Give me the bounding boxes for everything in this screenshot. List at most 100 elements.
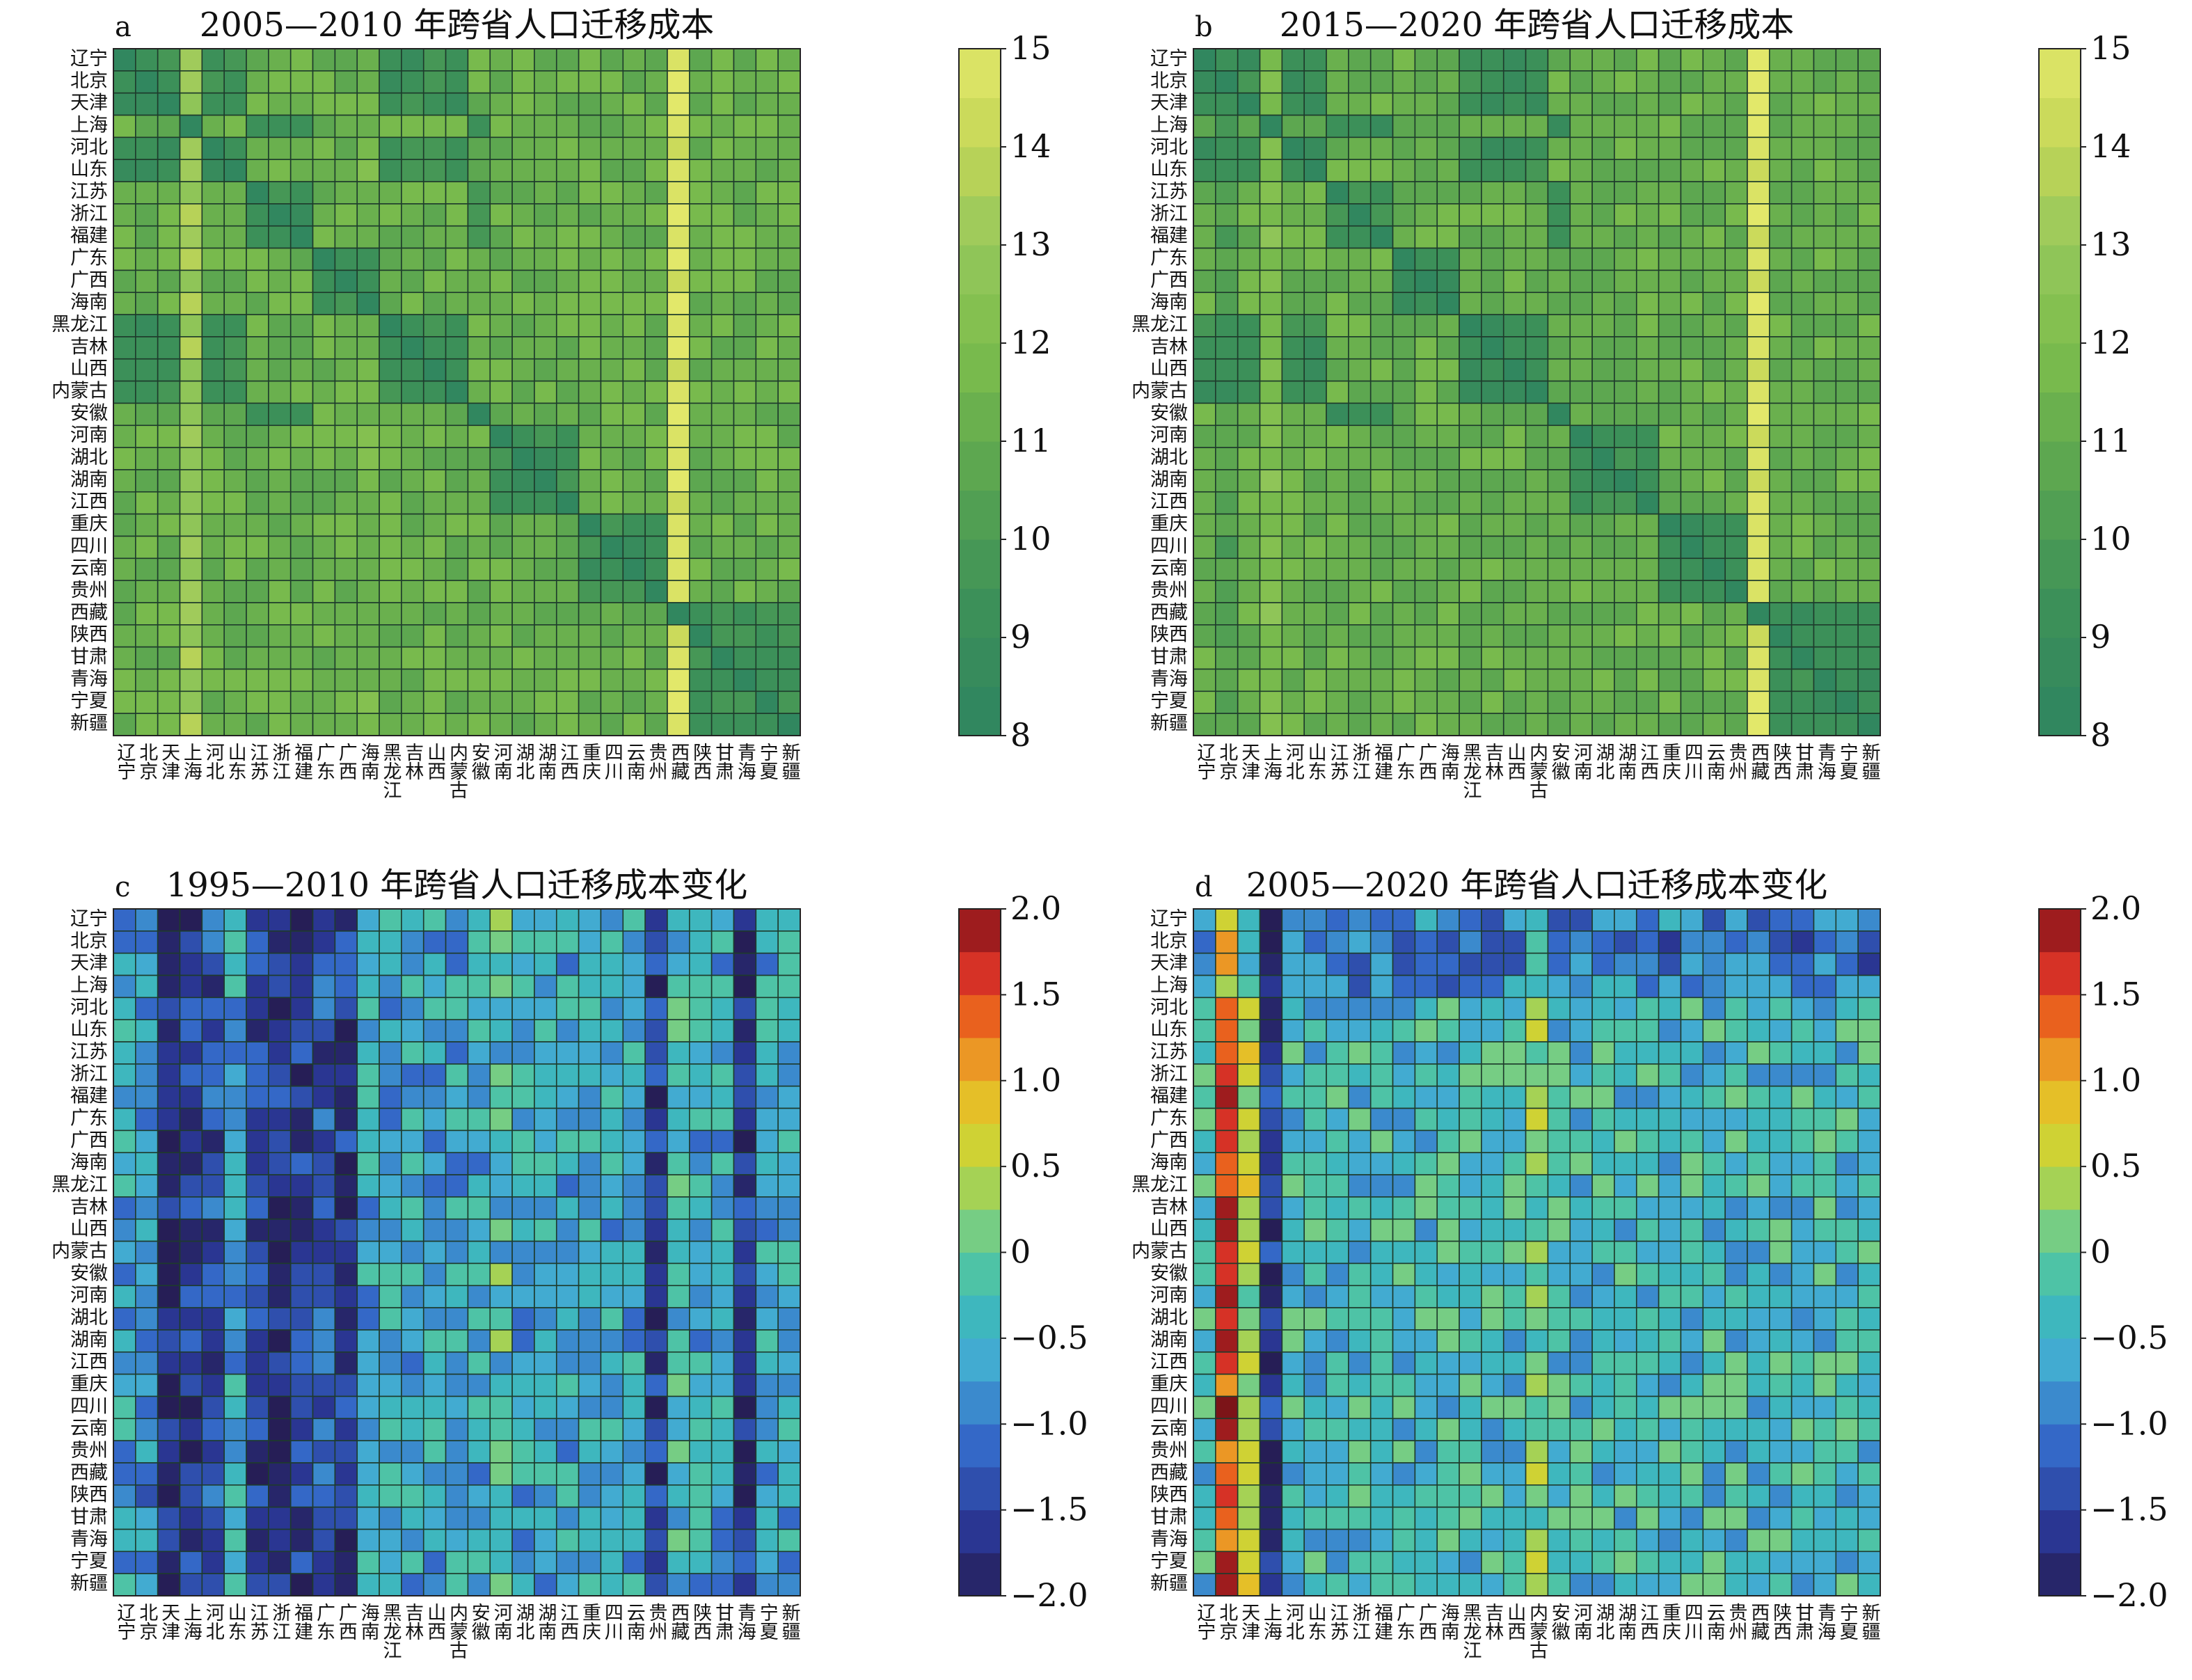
heatmap-cell xyxy=(555,70,580,94)
heatmap-cell xyxy=(1392,1373,1416,1397)
heatmap-cell xyxy=(268,1152,292,1175)
heatmap-cell xyxy=(1547,181,1571,205)
heatmap-cell xyxy=(555,646,580,670)
heatmap-cell xyxy=(422,1130,447,1154)
heatmap-cell xyxy=(511,1351,535,1375)
heatmap-cell xyxy=(777,1395,801,1420)
heatmap-cell xyxy=(1281,1462,1305,1486)
heatmap-cell xyxy=(1281,580,1305,603)
colorbar-swatch xyxy=(2039,1252,2081,1296)
heatmap-cell xyxy=(1459,469,1482,493)
heatmap-cell xyxy=(600,1351,624,1375)
heatmap-cell xyxy=(1237,1152,1261,1175)
heatmap-cell xyxy=(1281,70,1305,94)
heatmap-cell xyxy=(755,930,779,954)
heatmap-cell xyxy=(1569,1307,1593,1331)
heatmap-cell xyxy=(733,908,757,932)
heatmap-cell xyxy=(1635,580,1660,603)
heatmap-cell xyxy=(1702,1395,1726,1420)
heatmap-cell xyxy=(1459,1418,1482,1441)
heatmap-cell xyxy=(113,1373,136,1397)
heatmap-cell xyxy=(710,225,735,249)
heatmap-cell xyxy=(1348,1573,1372,1596)
heatmap-cell xyxy=(1769,159,1793,182)
heatmap-cell xyxy=(334,402,358,427)
column-label: 新疆 xyxy=(1859,1603,1881,1640)
column-label: 宁夏 xyxy=(756,743,779,780)
column-label: 浙江 xyxy=(269,1603,290,1640)
heatmap-cell xyxy=(268,247,292,271)
heatmap-cell xyxy=(356,1418,380,1441)
heatmap-cell xyxy=(777,1573,801,1596)
heatmap-cell xyxy=(1747,1573,1770,1596)
heatmap-cell xyxy=(1658,114,1682,138)
heatmap-cell xyxy=(1658,1240,1682,1265)
heatmap-cell xyxy=(1369,1196,1394,1220)
heatmap-cell xyxy=(534,580,557,603)
heatmap-cell xyxy=(1215,557,1239,581)
heatmap-cell xyxy=(1502,70,1527,94)
heatmap-cell xyxy=(1702,952,1726,976)
heatmap-cell xyxy=(201,247,225,271)
row-label: 湖南 xyxy=(70,1329,108,1351)
heatmap-cell xyxy=(1414,930,1438,954)
heatmap-cell xyxy=(179,136,203,160)
heatmap-cell xyxy=(157,952,181,976)
heatmap-cell xyxy=(555,1418,580,1441)
heatmap-cell xyxy=(600,974,624,999)
heatmap-cell xyxy=(1259,974,1283,999)
heatmap-cell xyxy=(511,1107,535,1132)
heatmap-cell xyxy=(489,136,513,160)
heatmap-cell xyxy=(1658,1506,1682,1530)
heatmap-cell xyxy=(179,1418,203,1441)
heatmap-cell xyxy=(223,668,247,692)
heatmap-cell xyxy=(511,159,535,182)
heatmap-cell xyxy=(1813,136,1837,160)
heatmap-cell xyxy=(1525,1107,1549,1132)
heatmap-cell xyxy=(1813,114,1837,138)
heatmap-cell xyxy=(334,908,358,932)
heatmap-cell xyxy=(1215,1484,1239,1508)
heatmap-cell xyxy=(1436,1307,1460,1331)
heatmap-cell xyxy=(1547,1506,1571,1530)
heatmap-cell xyxy=(710,997,735,1020)
heatmap-cell xyxy=(1502,1573,1527,1596)
heatmap-cell xyxy=(334,336,358,360)
heatmap-cell xyxy=(1835,114,1859,138)
heatmap-cell xyxy=(489,336,513,360)
heatmap-cell xyxy=(157,358,181,382)
heatmap-cell xyxy=(600,1262,624,1287)
heatmap-cell xyxy=(710,48,735,72)
heatmap-cell xyxy=(733,114,757,138)
heatmap-cell xyxy=(689,247,713,271)
heatmap-cell xyxy=(1259,336,1283,360)
heatmap-cell xyxy=(755,358,779,382)
heatmap-cell xyxy=(1369,713,1394,736)
heatmap-cell xyxy=(1790,1440,1815,1464)
heatmap-cell xyxy=(777,624,801,648)
heatmap-cell xyxy=(1635,646,1660,670)
column-label: 山西 xyxy=(1504,1603,1525,1640)
heatmap-cell xyxy=(534,1063,557,1087)
heatmap-cell xyxy=(622,70,646,94)
heatmap-cell xyxy=(1369,1152,1394,1175)
heatmap-cell xyxy=(1481,535,1504,560)
heatmap-cell xyxy=(1614,247,1637,271)
heatmap-cell xyxy=(246,1506,269,1530)
heatmap-cell xyxy=(1702,908,1726,932)
heatmap-cell xyxy=(600,1395,624,1420)
heatmap-cell xyxy=(1591,580,1615,603)
heatmap-cell xyxy=(1481,930,1504,954)
heatmap-cell xyxy=(710,314,735,338)
heatmap-cell xyxy=(379,1019,402,1043)
heatmap-cell xyxy=(1369,203,1394,227)
heatmap-cell xyxy=(1680,358,1704,382)
heatmap-cell xyxy=(1281,1551,1305,1574)
heatmap-cell xyxy=(422,580,447,603)
heatmap-cell xyxy=(312,997,336,1020)
heatmap-cell xyxy=(1502,314,1527,338)
heatmap-cell xyxy=(644,930,668,954)
heatmap-cell xyxy=(1769,1440,1793,1464)
heatmap-cell xyxy=(1790,336,1815,360)
heatmap-cell xyxy=(1747,203,1770,227)
